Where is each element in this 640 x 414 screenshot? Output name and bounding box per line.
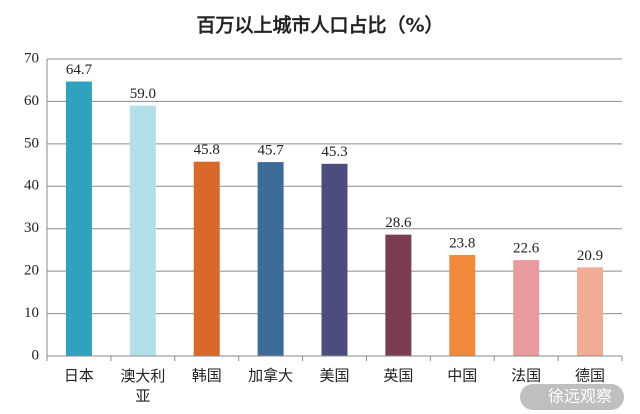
value-label: 59.0 xyxy=(130,86,156,102)
x-tick-label: 澳大利亚 xyxy=(120,367,165,405)
y-tick-label: 20 xyxy=(24,263,39,279)
value-label: 45.8 xyxy=(194,142,220,158)
bar xyxy=(513,260,540,356)
value-label: 23.8 xyxy=(449,235,475,251)
x-tick-label: 加拿大 xyxy=(248,367,293,385)
bar xyxy=(257,162,284,356)
x-tick-label-line: 澳大利 xyxy=(120,367,165,385)
y-tick-label: 0 xyxy=(32,347,40,363)
value-label: 64.7 xyxy=(66,62,93,78)
value-label: 28.6 xyxy=(385,215,412,231)
x-tick-label: 法国 xyxy=(511,367,541,385)
bar xyxy=(65,81,92,356)
x-tick-label: 中国 xyxy=(447,367,477,385)
value-label: 20.9 xyxy=(577,248,603,264)
value-label: 45.7 xyxy=(257,143,284,159)
x-tick-label-line: 亚 xyxy=(135,387,150,405)
y-tick-label: 70 xyxy=(24,50,39,66)
bar xyxy=(449,255,476,356)
y-tick-label: 40 xyxy=(24,178,39,194)
bar xyxy=(193,161,220,356)
bar xyxy=(321,163,348,356)
value-label: 22.6 xyxy=(513,241,540,257)
y-tick-label: 10 xyxy=(24,305,39,321)
x-tick-label: 美国 xyxy=(319,367,349,385)
x-tick-label: 德国 xyxy=(575,367,605,385)
x-tick-label: 韩国 xyxy=(192,367,222,385)
bar xyxy=(385,234,412,356)
chart-title: 百万以上城市人口占比（%） xyxy=(196,14,443,37)
bar xyxy=(129,105,156,357)
watermark: 徐远观察 xyxy=(548,387,612,406)
watermark-bg xyxy=(520,384,624,410)
value-label: 45.3 xyxy=(321,144,347,160)
y-tick-label: 30 xyxy=(24,220,39,236)
x-tick-label: 日本 xyxy=(64,367,94,385)
y-tick-label: 50 xyxy=(24,135,39,151)
bar xyxy=(577,267,604,356)
x-tick-label: 英国 xyxy=(383,367,413,385)
y-tick-label: 60 xyxy=(24,93,39,109)
